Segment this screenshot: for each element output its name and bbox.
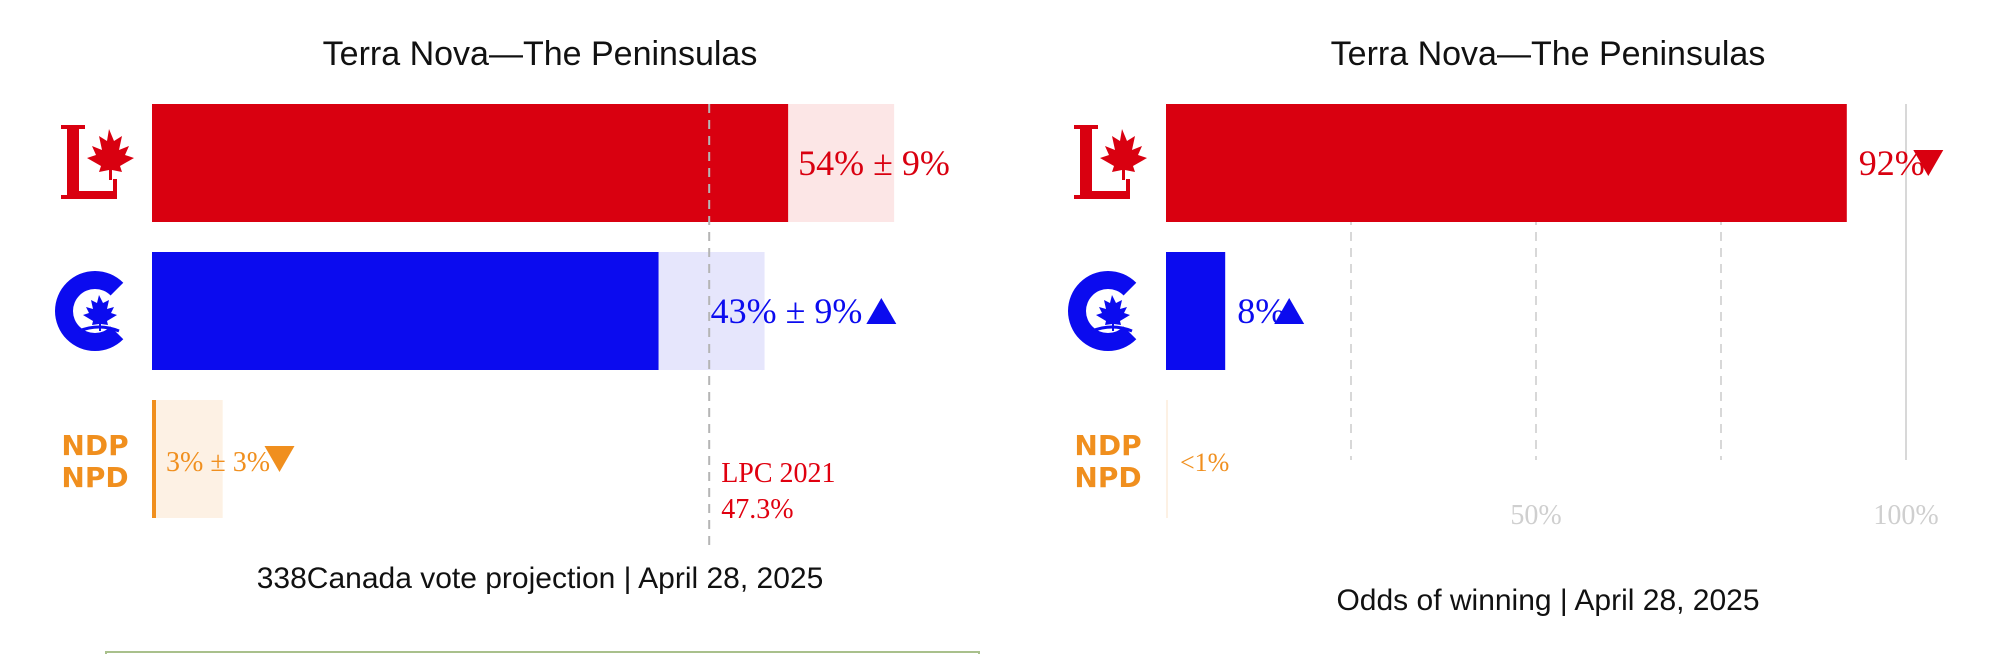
ndp-bar — [1166, 400, 1168, 518]
lpc-odds-label: 92% — [1859, 143, 1925, 183]
ndp-logo-line-2: NPD — [61, 461, 128, 494]
conservative-logo-icon — [1068, 271, 1137, 352]
liberal-logo-icon — [61, 125, 134, 199]
conservative-c-shape — [1068, 271, 1137, 352]
maple-leaf-icon — [1096, 295, 1130, 331]
reference-label-line-2: 47.3% — [721, 494, 793, 525]
ndp-logo-line-2: NPD — [1074, 461, 1141, 494]
maple-leaf-icon — [1100, 129, 1147, 180]
odds-title: Terra Nova—The Peninsulas — [1331, 35, 1766, 73]
x-tick-label: 50% — [1510, 500, 1561, 531]
cpc-bar — [152, 252, 659, 370]
maple-leaf-icon — [83, 295, 117, 331]
ndp-error-band — [152, 400, 223, 518]
ndp-logo-line-1: NDP — [61, 429, 128, 462]
liberal-logo-icon — [1074, 125, 1147, 199]
liberal-logo-letter — [1074, 125, 1130, 199]
cpc-trend-up-icon — [1274, 298, 1305, 324]
next-panel-border — [105, 651, 980, 654]
lpc-bar — [1166, 104, 1847, 222]
maple-leaf-icon — [87, 129, 134, 180]
odds-caption: Odds of winning | April 28, 2025 — [1336, 584, 1759, 617]
conservative-c-shape — [55, 271, 124, 351]
cpc-value-label: 43% ± 9% — [711, 291, 863, 331]
conservative-logo-swoosh — [1091, 325, 1133, 333]
x-tick-label: 100% — [1873, 500, 1938, 531]
vote-projection-chart: Terra Nova—The Peninsulas 338Canada vote… — [55, 35, 950, 595]
lpc-value-label: 54% ± 9% — [798, 143, 950, 183]
ndp-odds-label: <1% — [1180, 448, 1229, 477]
cpc-trend-up-icon — [866, 298, 897, 324]
lpc-bar — [152, 104, 789, 222]
ndp-trend-down-icon — [264, 446, 295, 472]
vote-projection-caption: 338Canada vote projection | April 28, 20… — [257, 562, 824, 595]
vote-projection-title: Terra Nova—The Peninsulas — [323, 35, 758, 73]
lpc-trend-down-icon — [1913, 150, 1944, 176]
ndp-bar — [152, 400, 156, 518]
cpc-bar — [1166, 252, 1226, 370]
reference-label-line-1: LPC 2021 — [721, 458, 835, 489]
odds-of-winning-chart: Terra Nova—The Peninsulas Odds of winnin… — [1068, 35, 1944, 617]
conservative-logo-icon — [55, 271, 124, 351]
liberal-logo-letter — [61, 125, 117, 199]
ndp-value-label: 3% ± 3% — [166, 447, 270, 478]
cpc-odds-label: 8% — [1237, 291, 1285, 331]
ndp-logo-line-1: NDP — [1074, 429, 1141, 462]
conservative-logo-swoosh — [78, 325, 120, 333]
